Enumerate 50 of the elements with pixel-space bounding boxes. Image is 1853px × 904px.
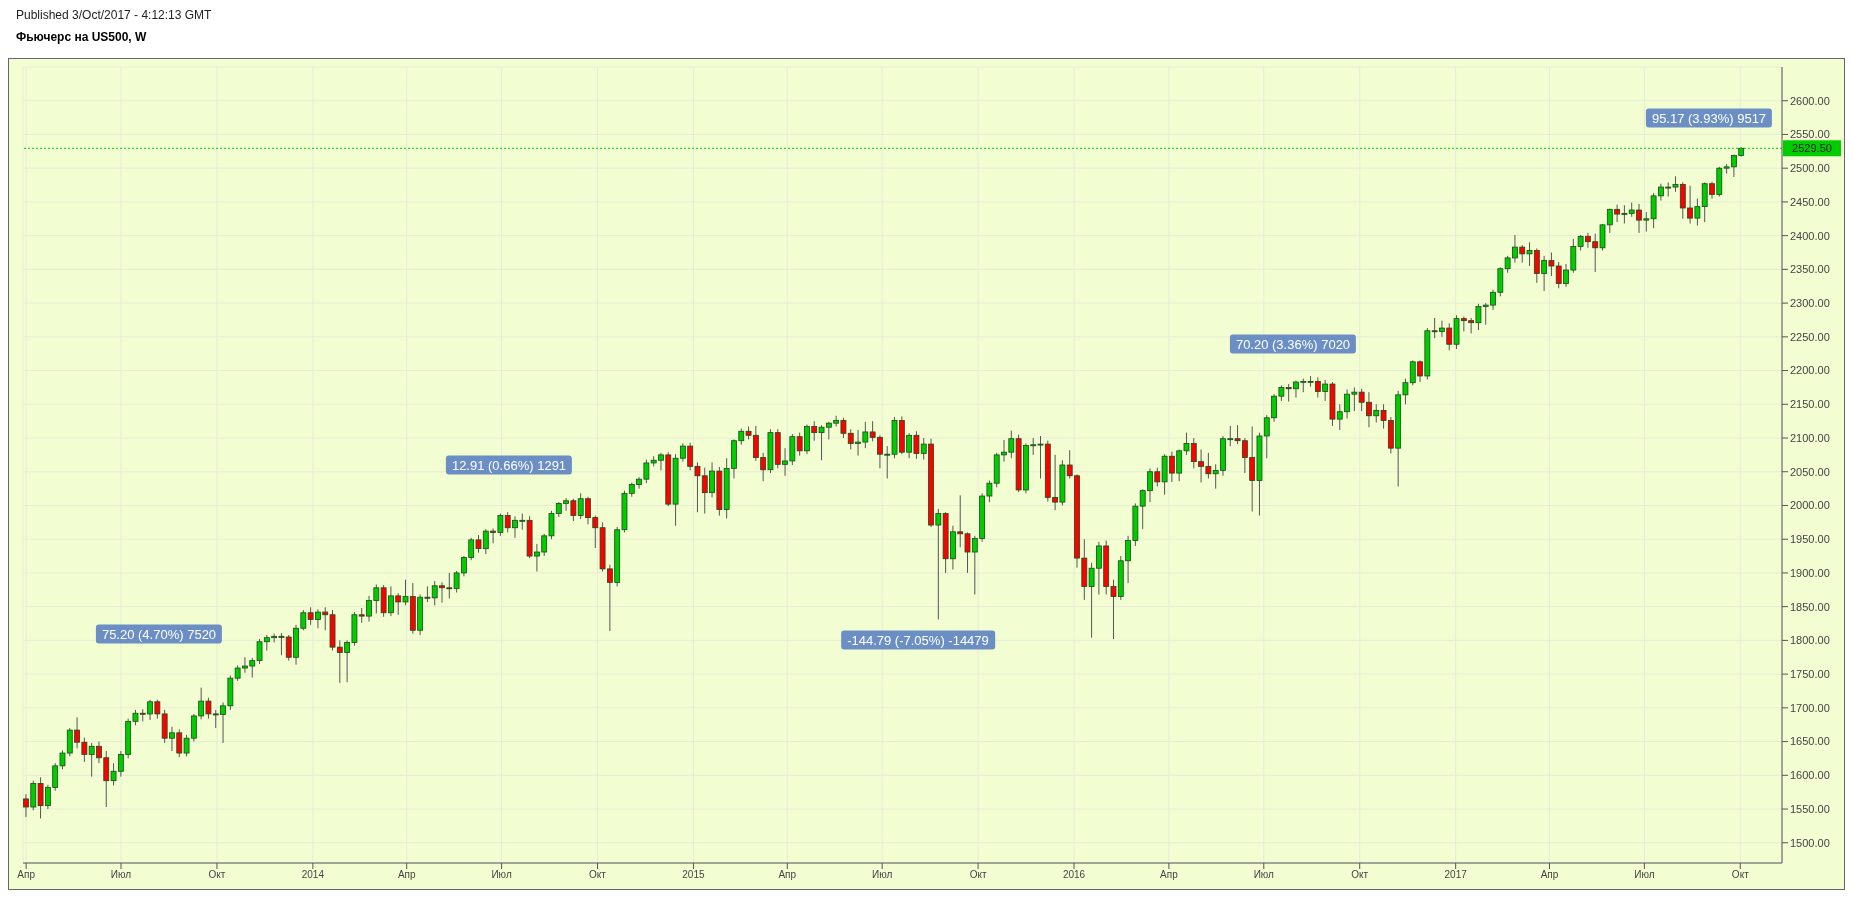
x-tick-label: 2014: [301, 869, 325, 881]
x-tick-label: 2015: [682, 869, 705, 881]
y-tick-label: 1650.00: [1790, 735, 1830, 748]
y-tick-label: 2400.00: [1790, 229, 1830, 242]
y-tick-label: 2600.00: [1790, 94, 1830, 107]
y-tick-label: 1600.00: [1790, 769, 1830, 782]
y-tick-label: 1900.00: [1790, 566, 1830, 579]
y-tick-label: 2300.00: [1790, 297, 1830, 310]
y-tick-label: 2100.00: [1790, 431, 1830, 444]
y-tick-label: 1750.00: [1790, 668, 1830, 681]
x-tick-label: Июл: [110, 869, 132, 881]
annotation: -144.79 (-7.05%) -14479: [841, 630, 995, 650]
annotation: 95.17 (3.93%) 9517: [1645, 108, 1773, 128]
y-tick-label: 2150.00: [1790, 398, 1830, 411]
y-tick-label: 1700.00: [1790, 701, 1830, 714]
annotation: 75.20 (4.70%) 7520: [95, 624, 223, 644]
x-tick-label: Окт: [969, 869, 987, 881]
x-tick-label: 2016: [1062, 869, 1086, 881]
y-tick-label: 1500.00: [1790, 836, 1830, 849]
x-tick-label: Апр: [1540, 869, 1559, 881]
x-tick-label: Окт: [589, 869, 607, 881]
y-tick-label: 1800.00: [1790, 634, 1830, 647]
y-tick-label: 1950.00: [1790, 533, 1830, 546]
x-tick-label: Окт: [208, 869, 226, 881]
chart-title: Фьючерс на US500, W: [16, 30, 148, 44]
x-tick-label: Окт: [1731, 869, 1750, 881]
ref-line-label: 2529.50: [1792, 142, 1832, 155]
annotation: 12.91 (0.66%) 1291: [445, 455, 573, 475]
y-tick-label: 2000.00: [1790, 499, 1830, 512]
x-tick-label: Июл: [1634, 869, 1655, 881]
text: Published 3/Oct/2017 - 4:12:13 GMT: [16, 8, 213, 22]
y-tick-label: 2250.00: [1790, 330, 1830, 343]
x-tick-label: Июл: [1253, 869, 1275, 881]
x-tick-label: Июл: [491, 869, 512, 881]
y-tick-label: 1550.00: [1790, 802, 1830, 815]
x-tick-label: Окт: [1351, 869, 1369, 881]
x-tick-label: Апр: [17, 869, 36, 881]
y-tick-label: 2200.00: [1790, 364, 1830, 377]
y-tick-label: 1850.00: [1790, 600, 1830, 613]
annotation: 70.20 (3.36%) 7020: [1229, 334, 1357, 354]
y-tick-label: 2550.00: [1790, 128, 1830, 141]
x-tick-label: Апр: [1160, 869, 1179, 881]
x-tick-label: Июл: [872, 869, 893, 881]
x-tick-label: 2017: [1444, 869, 1468, 881]
x-tick-label: Апр: [778, 869, 797, 881]
y-tick-label: 2350.00: [1790, 263, 1830, 276]
y-tick-label: 2450.00: [1790, 195, 1830, 208]
y-tick-label: 2050.00: [1790, 465, 1830, 478]
y-tick-label: 2500.00: [1790, 162, 1830, 175]
x-tick-label: Апр: [397, 869, 416, 881]
